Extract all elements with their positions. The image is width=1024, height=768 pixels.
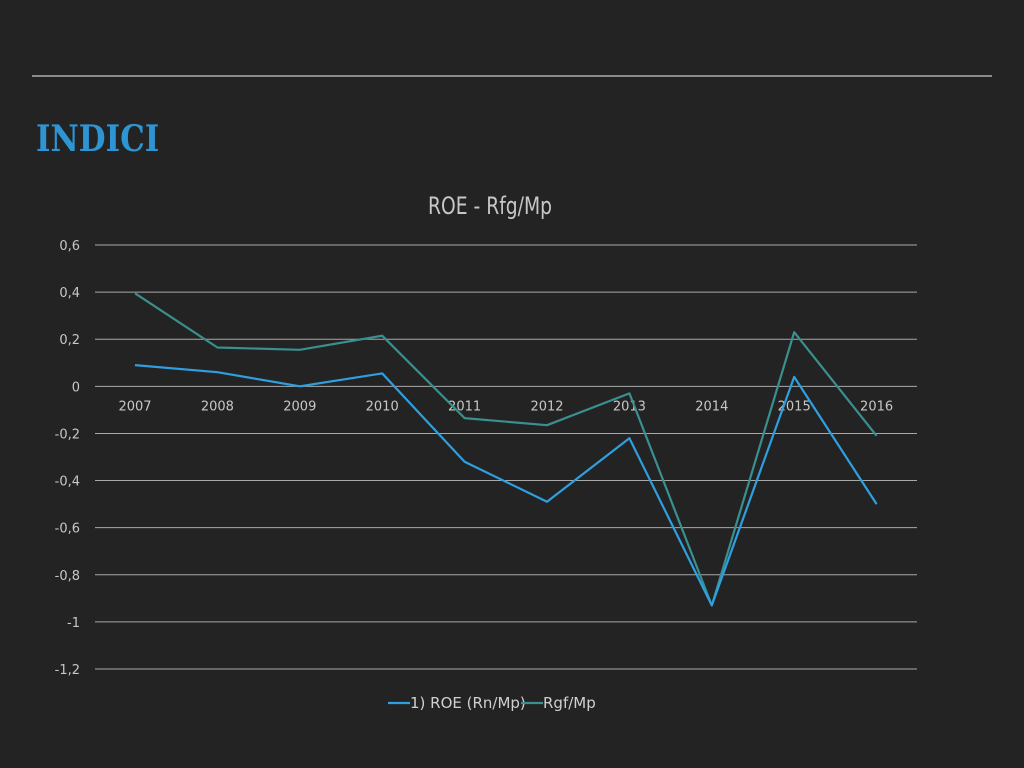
- y-tick-label: -1,2: [55, 663, 80, 678]
- legend-label: 1) ROE (Rn/Mp): [410, 694, 526, 712]
- x-tick-label: 2013: [613, 399, 646, 414]
- gridlines: [95, 244, 917, 670]
- series-line-rgf: [134, 292, 878, 607]
- y-tick-label: -0,4: [55, 475, 80, 490]
- legend-item-rgf: Rgf/Mp: [521, 694, 596, 712]
- x-tick-label: 2009: [283, 399, 316, 414]
- series-lines: [134, 292, 878, 607]
- y-tick-label: -1: [67, 616, 80, 631]
- x-axis-labels: 2007 2008 2009 2010 2011 2012 2013 2014 2015 2016: [118, 399, 893, 414]
- chart-title: ROE - Rfg/Mp: [427, 192, 553, 220]
- y-tick-label: 0,2: [59, 333, 80, 348]
- legend-item-roe: 1) ROE (Rn/Mp): [388, 694, 526, 712]
- x-tick-label: 2014: [695, 399, 728, 414]
- x-tick-label: 2007: [118, 399, 151, 414]
- x-tick-label: 2012: [530, 399, 563, 414]
- legend-label: Rgf/Mp: [543, 694, 596, 712]
- legend: 1) ROE (Rn/Mp) Rgf/Mp: [388, 694, 596, 712]
- y-tick-label: -0,8: [55, 569, 80, 584]
- y-tick-label: 0,6: [59, 239, 80, 254]
- x-tick-label: 2008: [201, 399, 234, 414]
- y-tick-label: 0,4: [59, 286, 80, 301]
- top-divider: [32, 75, 992, 77]
- x-tick-label: 2016: [860, 399, 893, 414]
- y-tick-label: 0: [72, 380, 80, 395]
- series-line-roe: [134, 364, 878, 607]
- y-axis-labels: 0,6 0,4 0,2 0 -0,2 -0,4 -0,6 -0,8 -1 -1,2: [55, 239, 80, 678]
- slide-title: INDICI: [36, 118, 160, 160]
- y-tick-label: -0,2: [55, 427, 80, 442]
- x-tick-label: 2010: [366, 399, 399, 414]
- y-tick-label: -0,6: [55, 522, 80, 537]
